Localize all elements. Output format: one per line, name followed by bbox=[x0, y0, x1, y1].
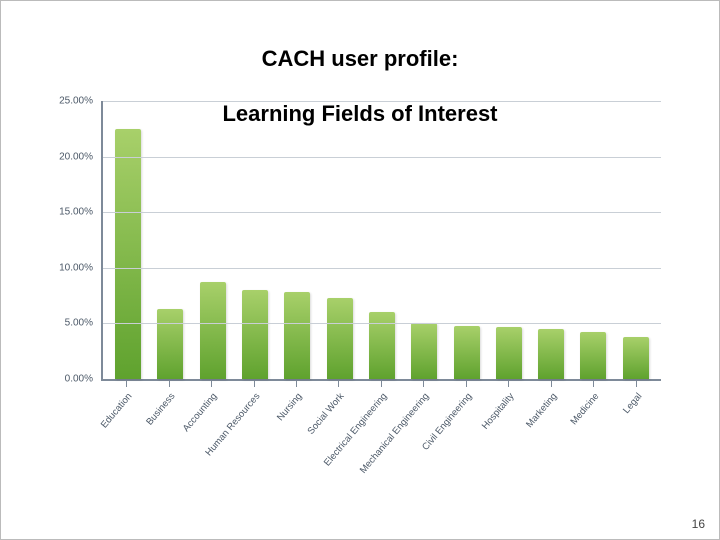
x-tick-label: Medicine bbox=[580, 387, 606, 477]
bar bbox=[454, 326, 480, 379]
bar bbox=[327, 298, 353, 379]
bars-container bbox=[107, 101, 657, 379]
y-tick-label: 20.00% bbox=[59, 151, 93, 162]
bar-slot bbox=[496, 101, 522, 379]
bar bbox=[369, 312, 395, 379]
bar bbox=[284, 292, 310, 379]
x-tick-label: Business bbox=[156, 387, 182, 477]
grid-line bbox=[103, 323, 661, 324]
y-tick-label: 15.00% bbox=[59, 207, 93, 218]
bar-slot bbox=[411, 101, 437, 379]
plot-area bbox=[101, 101, 661, 381]
bar bbox=[242, 290, 268, 379]
x-tick-label: Legal bbox=[623, 387, 649, 477]
x-tick-label: Civil Engineering bbox=[453, 387, 479, 477]
bar-slot bbox=[284, 101, 310, 379]
y-tick-label: 25.00% bbox=[59, 96, 93, 107]
bar-slot bbox=[242, 101, 268, 379]
y-tick-label: 5.00% bbox=[65, 318, 93, 329]
bar bbox=[115, 129, 141, 379]
x-tick-label: Education bbox=[113, 387, 139, 477]
bar bbox=[580, 332, 606, 379]
y-tick-label: 10.00% bbox=[59, 262, 93, 273]
grid-line bbox=[103, 157, 661, 158]
x-tick-label: Nursing bbox=[283, 387, 309, 477]
y-axis: 0.00%5.00%10.00%15.00%20.00%25.00% bbox=[41, 101, 97, 381]
bar-slot bbox=[580, 101, 606, 379]
x-tick-label: Marketing bbox=[538, 387, 564, 477]
bar bbox=[623, 337, 649, 379]
title-line-1: CACH user profile: bbox=[262, 46, 459, 71]
bar-slot bbox=[115, 101, 141, 379]
grid-line bbox=[103, 212, 661, 213]
x-tick-label: Human Resources bbox=[241, 387, 267, 477]
bar bbox=[200, 282, 226, 379]
bar-slot bbox=[454, 101, 480, 379]
bar-slot bbox=[369, 101, 395, 379]
slide: CACH user profile: Learning Fields of In… bbox=[0, 0, 720, 540]
bar-slot bbox=[623, 101, 649, 379]
bar-slot bbox=[538, 101, 564, 379]
bar-chart: 0.00%5.00%10.00%15.00%20.00%25.00% Educa… bbox=[41, 101, 681, 471]
y-tick-label: 0.00% bbox=[65, 374, 93, 385]
grid-line bbox=[103, 268, 661, 269]
bar bbox=[157, 309, 183, 379]
x-axis: EducationBusinessAccountingHuman Resourc… bbox=[105, 387, 657, 477]
bar-slot bbox=[200, 101, 226, 379]
bar-slot bbox=[327, 101, 353, 379]
bar bbox=[538, 329, 564, 379]
x-tick-label: Hospitality bbox=[495, 387, 521, 477]
bar bbox=[411, 323, 437, 379]
bar bbox=[496, 327, 522, 379]
bar-slot bbox=[157, 101, 183, 379]
grid-line bbox=[103, 101, 661, 102]
page-number: 16 bbox=[692, 517, 705, 531]
title-bar: CACH user profile: Learning Fields of In… bbox=[31, 11, 689, 81]
